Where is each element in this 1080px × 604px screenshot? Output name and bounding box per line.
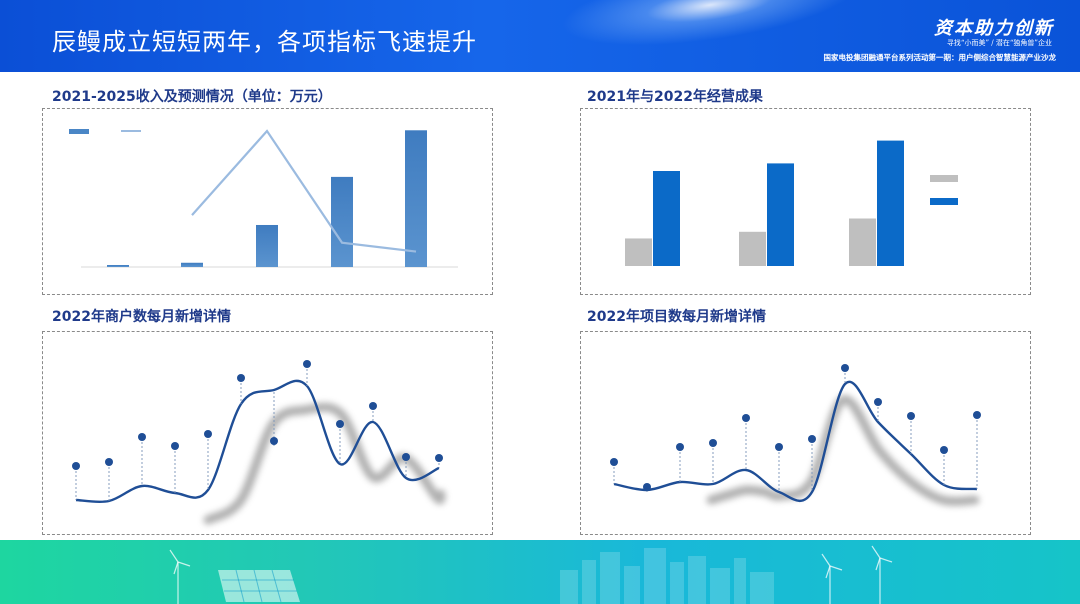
trend-shadow-decoration: [203, 402, 446, 525]
ops-bar-2021: [849, 218, 876, 266]
data-marker: [709, 439, 717, 447]
growth-rate-line: [191, 129, 417, 253]
data-marker: [237, 374, 245, 382]
data-marker: [204, 430, 212, 438]
brand-subtitle: 寻找“小而美” / 潜在“独角兽”企业: [946, 39, 1052, 47]
revenue-bar: [405, 130, 427, 267]
data-marker: [874, 398, 882, 406]
data-marker: [610, 458, 618, 466]
revenue-bar: [181, 262, 203, 267]
data-marker: [841, 364, 849, 372]
ops-bar-2021: [739, 231, 766, 266]
header-banner: [0, 0, 1080, 72]
footer-banner: [0, 540, 1080, 604]
revenue-chart-panel: [42, 108, 493, 295]
data-marker: [808, 435, 816, 443]
data-marker: [171, 442, 179, 450]
revenue-chart: [69, 129, 458, 268]
merchant-chart: [72, 360, 446, 525]
data-marker: [643, 483, 651, 491]
brand-slogan: 资本助力创新: [934, 18, 1054, 39]
data-marker: [676, 443, 684, 451]
project-chart-panel: [580, 331, 1031, 535]
legend-swatch-2022: [930, 198, 958, 205]
ops-bar-2022: [767, 163, 794, 266]
trend-shadow-decoration: [706, 395, 980, 506]
revenue-bar: [107, 265, 129, 267]
trend-line: [613, 380, 978, 503]
ops-bar-2021: [625, 238, 652, 266]
legend-swatch-revenue: [69, 129, 89, 134]
city-skyline-decoration: [169, 545, 893, 604]
merchant-chart-panel: [42, 331, 493, 535]
revenue-chart-title: 2021-2025收入及预测情况（单位：万元）: [52, 89, 332, 105]
data-marker: [369, 402, 377, 410]
data-marker: [907, 412, 915, 420]
data-marker: [940, 446, 948, 454]
data-marker: [72, 462, 80, 470]
data-marker: [973, 411, 981, 419]
data-marker: [435, 454, 443, 462]
light-flare-decoration: [556, 0, 864, 61]
project-chart-title: 2022年项目数每月新增详情: [587, 309, 766, 325]
merchant-chart-title: 2022年商户数每月新增详情: [52, 309, 231, 325]
data-marker: [775, 443, 783, 451]
ops-chart: [625, 140, 958, 266]
page-title: 辰鳗成立短短两年，各项指标飞速提升: [52, 28, 477, 56]
data-marker: [270, 437, 278, 445]
data-marker: [138, 433, 146, 441]
event-title: 国家电投集团融通平台系列活动第一期：用户侧综合智慧能源产业沙龙: [823, 53, 1057, 62]
ops-bar-2022: [877, 140, 904, 266]
legend-swatch-2021: [930, 175, 958, 182]
ops-chart-panel: [580, 108, 1031, 295]
data-marker: [742, 414, 750, 422]
data-marker: [303, 360, 311, 368]
data-marker: [336, 420, 344, 428]
ops-bar-2022: [653, 171, 680, 266]
project-chart: [610, 364, 981, 506]
ops-chart-title: 2021年与2022年经营成果: [587, 89, 763, 105]
data-marker: [105, 458, 113, 466]
revenue-bar: [331, 176, 353, 267]
revenue-bar: [256, 224, 278, 267]
trend-line: [75, 379, 440, 504]
data-marker: [402, 453, 410, 461]
